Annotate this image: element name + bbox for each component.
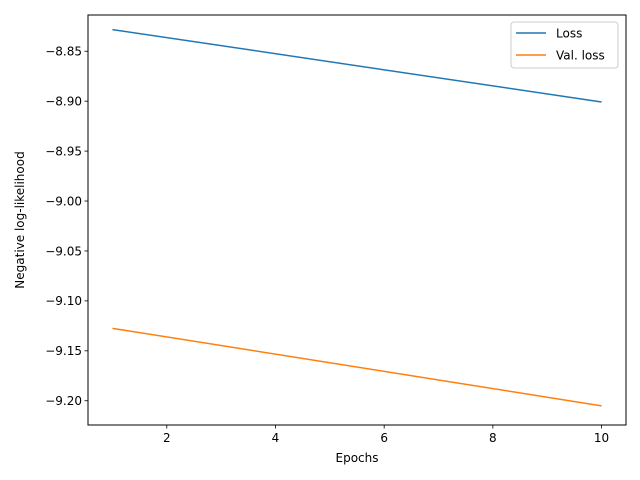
y-axis-ticks: −8.85 −8.90 −8.95 −9.00 −9.05 −9.10 −9.15 −9.20 bbox=[45, 45, 88, 408]
plot-frame bbox=[87, 14, 627, 426]
y-tick-label: −9.10 bbox=[45, 294, 82, 308]
legend: Loss Val. loss bbox=[510, 21, 619, 69]
y-tick-label: −9.00 bbox=[45, 194, 82, 208]
x-tick-label: 6 bbox=[380, 431, 388, 445]
series-layer bbox=[112, 28, 602, 407]
y-tick-label: −8.95 bbox=[45, 144, 82, 158]
x-tick-label: 4 bbox=[272, 431, 280, 445]
x-tick-label: 8 bbox=[489, 431, 497, 445]
y-tick-label: −8.90 bbox=[45, 94, 82, 108]
legend-label-loss: Loss bbox=[556, 27, 582, 41]
y-axis-label: Negative log-likelihood bbox=[13, 151, 27, 288]
series-line-1 bbox=[112, 327, 602, 407]
y-tick-label: −8.85 bbox=[45, 45, 82, 59]
x-tick-label: 2 bbox=[163, 431, 171, 445]
y-tick-label: −9.20 bbox=[45, 394, 82, 408]
x-axis-ticks: 2 4 6 8 10 bbox=[163, 425, 609, 445]
y-tick-label: −9.05 bbox=[45, 244, 82, 258]
x-tick-label: 10 bbox=[594, 431, 609, 445]
series-line-0 bbox=[112, 28, 602, 103]
legend-label-val-loss: Val. loss bbox=[556, 49, 605, 63]
y-tick-label: −9.15 bbox=[45, 344, 82, 358]
x-axis-label: Epochs bbox=[336, 451, 379, 465]
